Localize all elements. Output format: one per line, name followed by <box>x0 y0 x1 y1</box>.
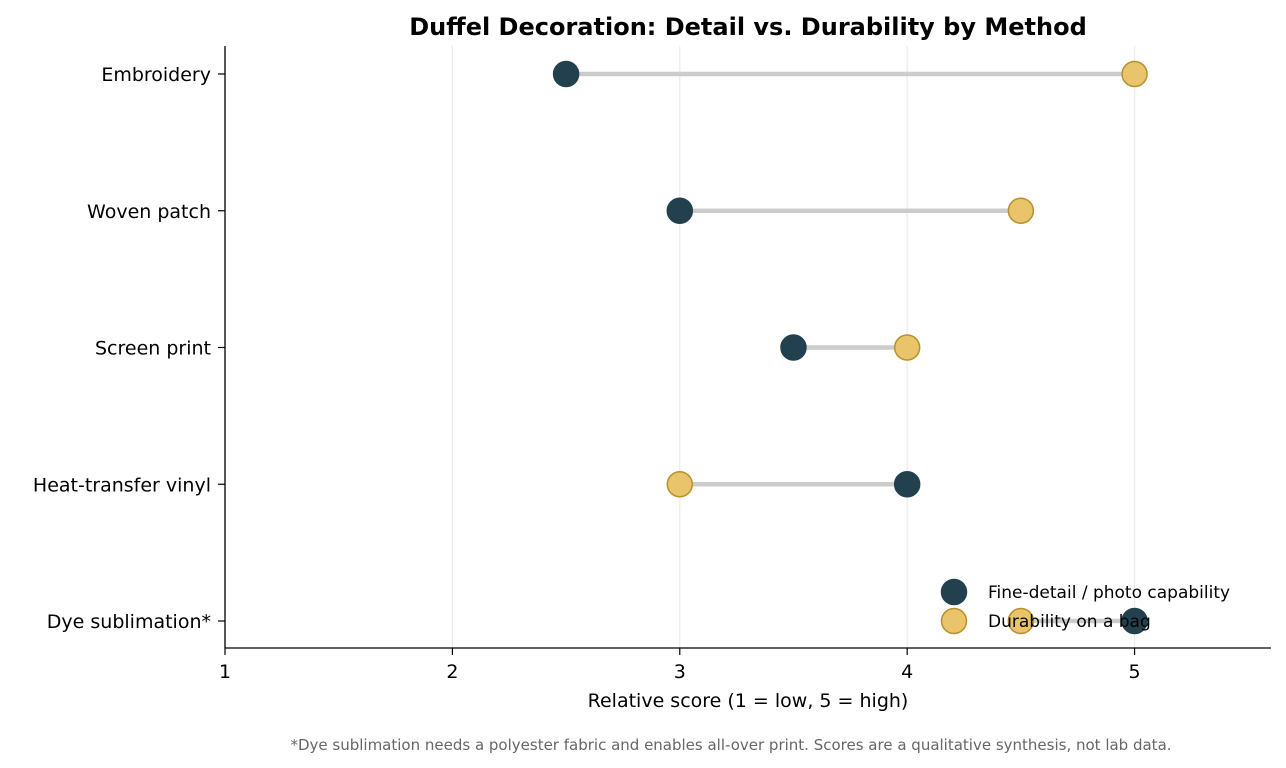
y-tick-label-4: Dye sublimation* <box>47 611 211 633</box>
x-tick-label-1: 2 <box>446 661 458 683</box>
detail-point-0 <box>552 60 580 88</box>
detail-point-2 <box>780 334 807 361</box>
y-tick-label-1: Woven patch <box>87 201 211 223</box>
x-tick-labels: 1 2 3 4 5 <box>219 661 1141 683</box>
x-tick-label-4: 5 <box>1129 661 1141 683</box>
x-axis-label: Relative score (1 = low, 5 = high) <box>588 690 909 712</box>
grid <box>224 46 1136 648</box>
data-points <box>552 60 1148 635</box>
x-tick-label-0: 1 <box>219 661 231 683</box>
detail-point-4 <box>1121 607 1148 635</box>
durability-point-0 <box>1121 60 1148 88</box>
legend: Fine-detail / photo capability Durability… <box>940 578 1230 635</box>
legend-marker-0 <box>940 578 968 606</box>
durability-point-2 <box>893 334 921 361</box>
y-tick-labels: Embroidery Woven patch Screen print Heat-tr… <box>33 64 211 633</box>
x-tick-label-3: 4 <box>901 661 913 683</box>
axes <box>218 46 1271 655</box>
chart-title: Duffel Decoration: Detail vs. Durability… <box>409 13 1087 41</box>
footnote: *Dye sublimation needs a polyester fabri… <box>290 736 1171 754</box>
durability-point-4 <box>1007 607 1035 635</box>
legend-label-1: Durability on a bag <box>988 612 1151 632</box>
legend-label-0: Fine-detail / photo capability <box>988 583 1230 603</box>
x-tick-label-2: 3 <box>674 661 686 683</box>
y-tick-label-2: Screen print <box>95 338 211 360</box>
detail-point-1 <box>666 197 694 224</box>
y-tick-label-3: Heat-transfer vinyl <box>33 474 211 496</box>
y-tick-label-0: Embroidery <box>101 64 211 86</box>
connectors <box>563 71 1137 624</box>
legend-marker-1 <box>940 607 968 635</box>
durability-point-1 <box>1007 197 1035 224</box>
durability-point-3 <box>666 471 694 498</box>
detail-point-3 <box>893 471 921 498</box>
